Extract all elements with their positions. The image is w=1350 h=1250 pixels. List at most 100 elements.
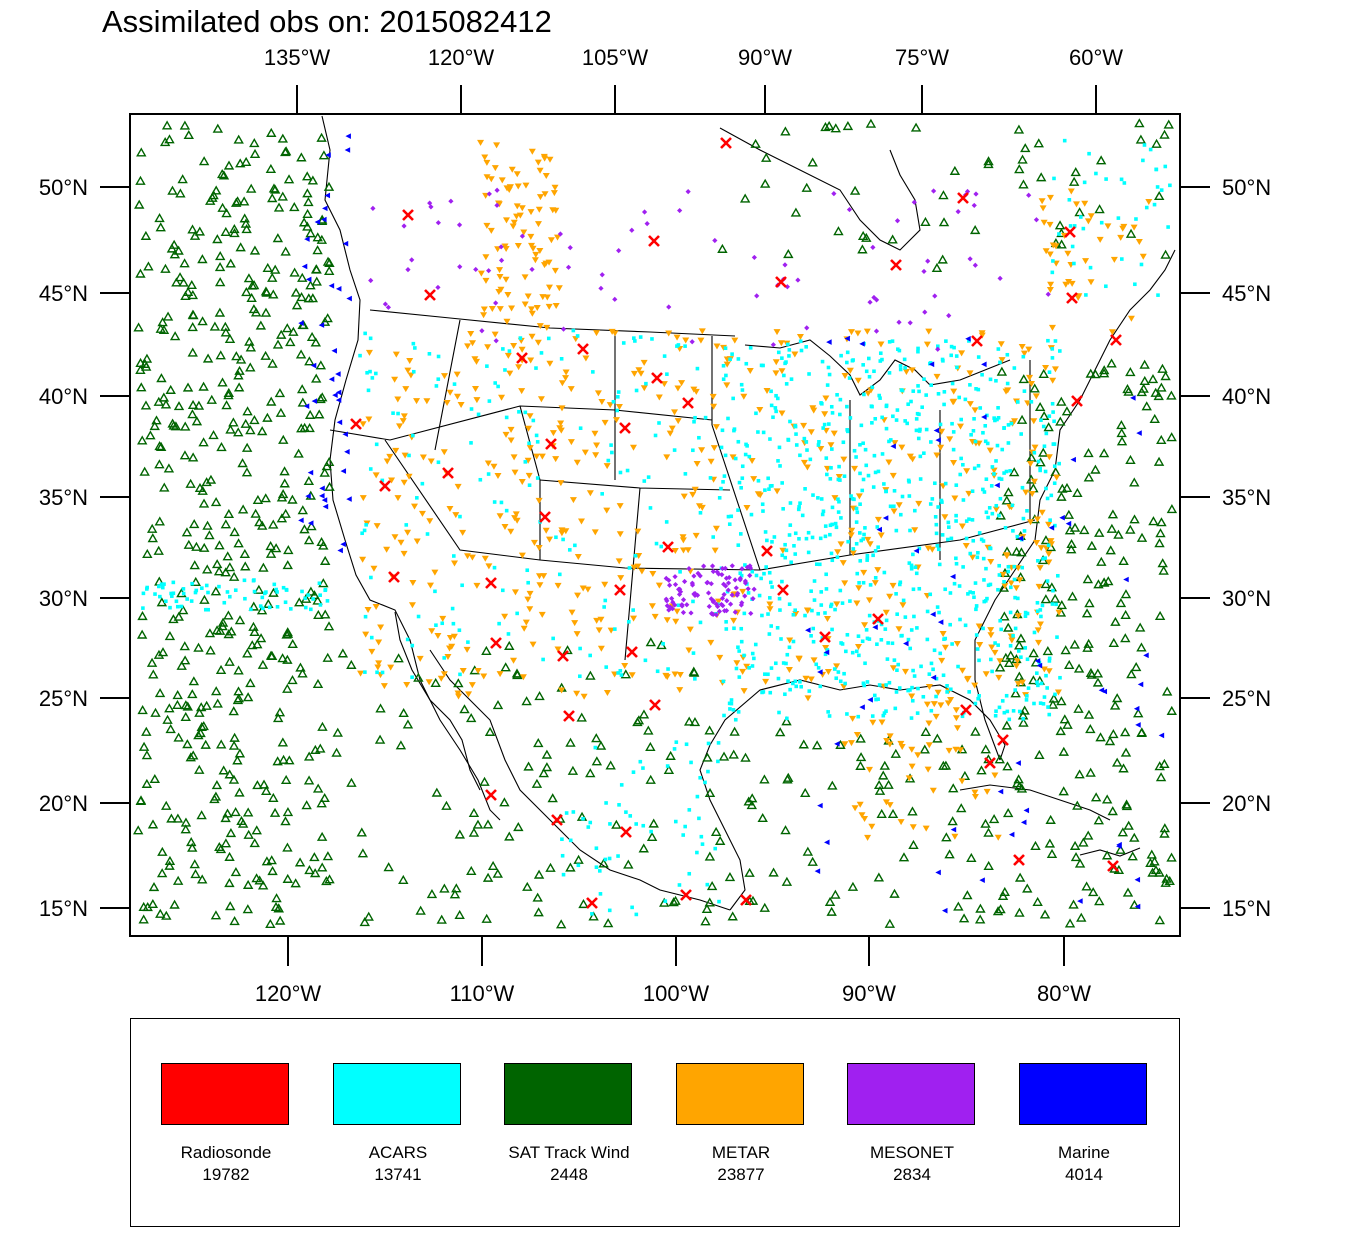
sat-wind-marker (194, 707, 205, 717)
acars-marker (958, 472, 963, 477)
legend-count: 19782 (202, 1165, 250, 1184)
acars-marker (829, 604, 833, 609)
mesonet-marker (382, 301, 389, 307)
sat-wind-marker (148, 881, 160, 892)
sat-wind-marker (591, 756, 603, 766)
metar-marker (1012, 663, 1020, 670)
metar-marker (640, 359, 648, 366)
mesonet-marker (724, 598, 730, 604)
mesonet-marker (925, 258, 931, 264)
acars-marker (996, 643, 1000, 647)
sat-wind-marker (1120, 747, 1132, 757)
acars-marker (606, 458, 611, 463)
metar-marker (557, 480, 565, 487)
sat-wind-marker (276, 492, 288, 502)
mesonet-marker (750, 596, 756, 602)
acars-marker (876, 469, 881, 474)
acars-marker (410, 675, 414, 680)
sat-wind-marker (269, 184, 281, 194)
sat-wind-marker (701, 903, 713, 913)
radiosonde-marker (557, 650, 569, 662)
acars-marker (757, 593, 762, 598)
sat-wind-marker (521, 696, 532, 706)
acars-marker (1044, 673, 1048, 678)
acars-marker (901, 598, 906, 603)
metar-marker (1130, 224, 1138, 231)
metar-marker (373, 523, 381, 530)
acars-marker (914, 571, 919, 576)
sat-wind-marker (1094, 896, 1105, 906)
acars-marker (683, 472, 688, 476)
sat-wind-marker (538, 768, 549, 778)
sat-wind-marker (714, 835, 726, 845)
acars-marker (458, 514, 462, 519)
sat-wind-marker (833, 226, 844, 236)
sat-wind-marker (1012, 778, 1023, 788)
sat-wind-marker (1166, 852, 1177, 862)
marine-marker (913, 548, 919, 554)
acars-marker (800, 513, 805, 518)
acars-marker (736, 508, 740, 512)
acars-marker (834, 525, 839, 530)
metar-marker (630, 564, 638, 571)
sat-wind-marker (750, 138, 761, 148)
acars-marker (1055, 635, 1059, 639)
acars-marker (171, 591, 176, 596)
metar-marker (549, 207, 557, 214)
metar-marker (459, 529, 467, 536)
acars-marker (870, 421, 874, 425)
sat-wind-marker (137, 704, 148, 715)
acars-marker (1000, 699, 1005, 703)
marine-marker (322, 503, 329, 510)
acars-marker (977, 694, 981, 698)
metar-marker (542, 527, 550, 534)
acars-marker (909, 399, 913, 404)
acars-marker (809, 589, 813, 593)
metar-marker (439, 615, 447, 622)
acars-marker (561, 537, 565, 542)
metar-marker (540, 153, 548, 160)
acars-marker (744, 361, 749, 366)
acars-marker (1025, 509, 1029, 513)
sat-wind-marker (533, 869, 545, 879)
sat-wind-marker (157, 846, 168, 856)
sat-wind-marker (242, 692, 254, 702)
metar-marker (1027, 381, 1035, 388)
acars-marker (804, 345, 808, 349)
mesonet-marker (894, 218, 901, 224)
acars-marker (830, 411, 835, 415)
sat-wind-marker (303, 196, 314, 207)
acars-marker (781, 507, 785, 511)
sat-wind-marker (883, 779, 894, 789)
metar-marker (840, 456, 848, 463)
marine-marker (335, 286, 342, 292)
acars-marker (633, 553, 638, 558)
sat-wind-marker (270, 264, 281, 274)
acars-marker (729, 698, 734, 702)
acars-marker (141, 606, 145, 610)
acars-marker (204, 583, 209, 588)
metar-marker (514, 183, 522, 190)
acars-marker (812, 579, 817, 583)
metar-marker (463, 646, 471, 653)
sat-wind-marker (393, 653, 404, 663)
legend-label: Radiosonde (180, 1143, 272, 1162)
acars-marker (1084, 293, 1088, 297)
acars-marker (787, 348, 792, 352)
sat-wind-marker (160, 263, 171, 273)
marine-marker (1008, 831, 1015, 838)
sat-wind-marker (224, 562, 236, 572)
mesonet-marker (486, 191, 492, 197)
metar-marker (1047, 281, 1055, 288)
marine-marker (805, 627, 811, 633)
acars-marker (711, 535, 716, 539)
mesonet-marker (666, 607, 672, 613)
acars-marker (141, 591, 146, 596)
acars-marker (761, 690, 766, 694)
acars-marker (791, 612, 796, 617)
acars-marker (501, 347, 505, 351)
sat-wind-marker (1063, 509, 1075, 519)
sat-wind-marker (1157, 363, 1168, 373)
metar-marker (908, 693, 916, 700)
acars-marker (784, 382, 789, 386)
